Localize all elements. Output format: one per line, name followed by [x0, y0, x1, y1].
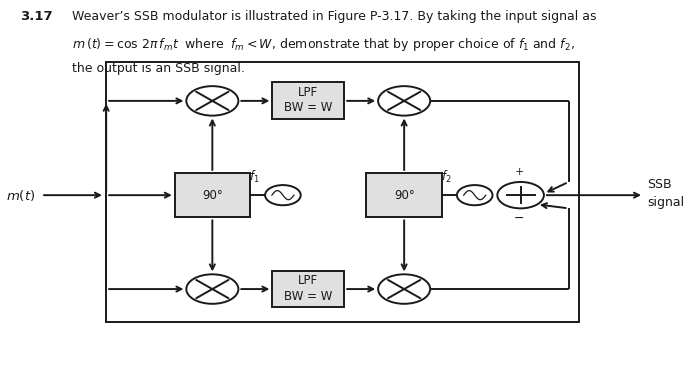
Text: signal: signal	[647, 196, 684, 210]
Circle shape	[497, 182, 544, 208]
Bar	[366, 173, 442, 217]
Text: $f_1$: $f_1$	[249, 168, 260, 185]
Bar	[175, 173, 250, 217]
Text: −: −	[514, 211, 525, 225]
Circle shape	[378, 86, 430, 116]
Text: LPF: LPF	[298, 86, 319, 99]
Text: 3.17: 3.17	[21, 10, 53, 23]
Circle shape	[265, 185, 301, 205]
Text: the output is an SSB signal.: the output is an SSB signal.	[72, 62, 245, 75]
Circle shape	[186, 86, 238, 116]
Text: +: +	[514, 167, 524, 177]
Text: LPF: LPF	[298, 274, 319, 287]
Text: $m(t)$: $m(t)$	[6, 188, 36, 203]
Text: $m\,(t) = \cos\,2\pi\,f_m t\;$ where $\;f_m < W$, demonstrate that by proper cho: $m\,(t) = \cos\,2\pi\,f_m t\;$ where $\;…	[72, 36, 575, 53]
Circle shape	[457, 185, 493, 205]
Circle shape	[186, 274, 238, 304]
Text: Weaver’s SSB modulator is illustrated in Figure P-3.17. By taking the input sign: Weaver’s SSB modulator is illustrated in…	[72, 10, 597, 23]
Bar	[106, 62, 579, 322]
Text: BW = W: BW = W	[284, 101, 332, 114]
Text: BW = W: BW = W	[284, 289, 332, 303]
Bar	[273, 271, 345, 307]
Circle shape	[378, 274, 430, 304]
Text: 90°: 90°	[394, 189, 414, 202]
Bar	[273, 83, 345, 120]
Text: $f_2$: $f_2$	[441, 168, 451, 185]
Text: 90°: 90°	[202, 189, 223, 202]
Text: SSB: SSB	[647, 178, 672, 191]
